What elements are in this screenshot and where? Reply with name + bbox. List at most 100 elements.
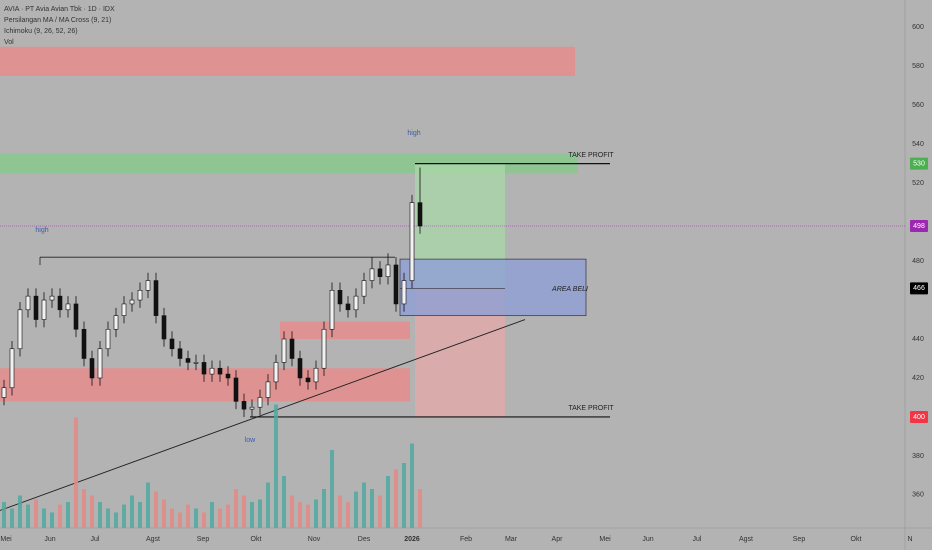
annotation: TAKE PROFIT [568,405,614,412]
volume-bar [106,508,110,528]
candle-body [225,373,231,379]
volume-bar [218,508,222,528]
candle-body [265,381,271,398]
candle-body [89,358,95,379]
price-badge-label: 400 [913,414,925,421]
annotation: TAKE PROFIT [568,152,614,159]
volume-bar [122,504,126,528]
y-tick-label: 480 [912,258,924,265]
volume-bar [170,508,174,528]
x-tick-label: Des [358,536,371,543]
volume-bar [50,512,54,528]
volume-bar [314,499,318,528]
x-tick-label: Okt [251,536,262,543]
volume-bar [2,502,6,528]
candle-body [313,367,319,383]
x-tick-label: Jul [91,536,100,543]
volume-bar [74,417,78,528]
volume-bar [42,508,46,528]
volume-bar [338,495,342,528]
candle-body [321,328,327,369]
volume-bar [210,502,214,528]
volume-bar [282,476,286,528]
volume-bar [10,508,14,528]
indicator: Vol [4,39,14,46]
price-badge [910,282,928,295]
candle-body [217,367,223,375]
volume-bar [114,512,118,528]
x-tick-label: Mei [599,536,611,543]
volume-bar [178,512,182,528]
candle-body [369,268,375,281]
volume-bar [298,502,302,528]
candle-body [385,264,391,277]
candle-body [409,202,415,281]
candle-body [401,280,407,305]
candle-body [153,280,159,316]
candle-body [185,358,191,363]
volume-bar [194,508,198,528]
candle-body [41,299,47,320]
candle-body [137,290,143,301]
x-tick-label: Mar [505,536,518,543]
volume-bar [290,495,294,528]
candle-body [57,295,63,311]
x-tick-label: Feb [460,536,472,543]
candle-body [329,290,335,330]
annotation: high [35,227,48,234]
annotation: low [245,437,256,444]
volume-bar [410,443,414,528]
candle-body [129,299,135,305]
volume-bar [66,502,70,528]
candle-body [145,280,151,291]
volume-bar [82,489,86,528]
volume-bar [274,404,278,528]
candle-body [209,367,215,375]
candle-body [393,264,399,305]
price-badge-label: 498 [913,223,925,230]
candle-body [33,295,39,320]
x-tick-label: Mei [0,536,12,543]
candle-body [73,303,79,330]
candle-body [81,328,87,359]
candle-body [297,358,303,379]
candle-body [25,295,31,311]
price-badge [910,157,928,170]
volume-bar [378,495,382,528]
volume-bar [226,504,230,528]
candle-body [249,406,255,410]
volume-bar [402,463,406,528]
candle-body [273,362,279,383]
volume-bar [58,504,62,528]
volume-bar [146,482,150,528]
candle-body [289,338,295,359]
x-tick-label: Sep [793,536,806,543]
zone [0,46,575,76]
candle-body [257,397,263,408]
y-tick-label: 540 [912,141,924,148]
candle-body [1,387,7,398]
volume-bar [322,489,326,528]
zone [399,258,587,317]
candle-body [177,348,183,359]
price-badge-label: 466 [913,285,925,292]
annotation: high [407,130,420,137]
volume-bar [250,502,254,528]
volume-bar [362,482,366,528]
candle-body [193,362,199,364]
volume-bar [394,469,398,528]
indicator: Ichimoku (9, 26, 52, 26) [4,28,78,35]
x-tick-label: Jun [44,536,55,543]
y-tick-label: 380 [912,453,924,460]
candle-body [97,348,103,379]
y-tick-label: 560 [912,102,924,109]
volume-bar [130,495,134,528]
x-tick-label: Jun [642,536,653,543]
volume-bar [90,495,94,528]
candle-body [305,377,311,383]
x-tick-label: Jul [693,536,702,543]
volume-bar [234,489,238,528]
volume-bar [370,489,374,528]
candle-body [49,295,55,301]
